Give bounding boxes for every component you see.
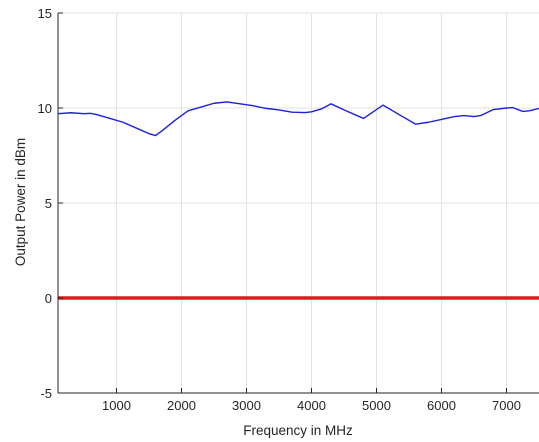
x-tick-label: 3000 bbox=[232, 398, 261, 413]
y-tick-label: 15 bbox=[38, 6, 52, 21]
grid bbox=[58, 12, 539, 394]
x-axis-title: Frequency in MHz bbox=[243, 423, 353, 438]
axes bbox=[57, 12, 539, 394]
x-tick-label: 6000 bbox=[427, 398, 456, 413]
y-tick-label: 0 bbox=[45, 291, 52, 306]
x-tick-label: 1000 bbox=[102, 398, 131, 413]
y-axis-title: Output Power in dBm bbox=[13, 138, 28, 266]
x-tick-label: 7000 bbox=[492, 398, 521, 413]
y-tick-label: -5 bbox=[40, 386, 52, 401]
tick-labels: 1000 2000 3000 4000 5000 6000 7000 -5 0 5 10 15 bbox=[38, 6, 521, 413]
y-tick-label: 10 bbox=[38, 101, 52, 116]
x-tick-label: 5000 bbox=[362, 398, 391, 413]
output-power-line bbox=[57, 101, 539, 137]
y-tick-label: 5 bbox=[45, 196, 52, 211]
x-tick-label: 2000 bbox=[167, 398, 196, 413]
x-tick-label: 4000 bbox=[297, 398, 326, 413]
series-layer bbox=[57, 101, 539, 300]
